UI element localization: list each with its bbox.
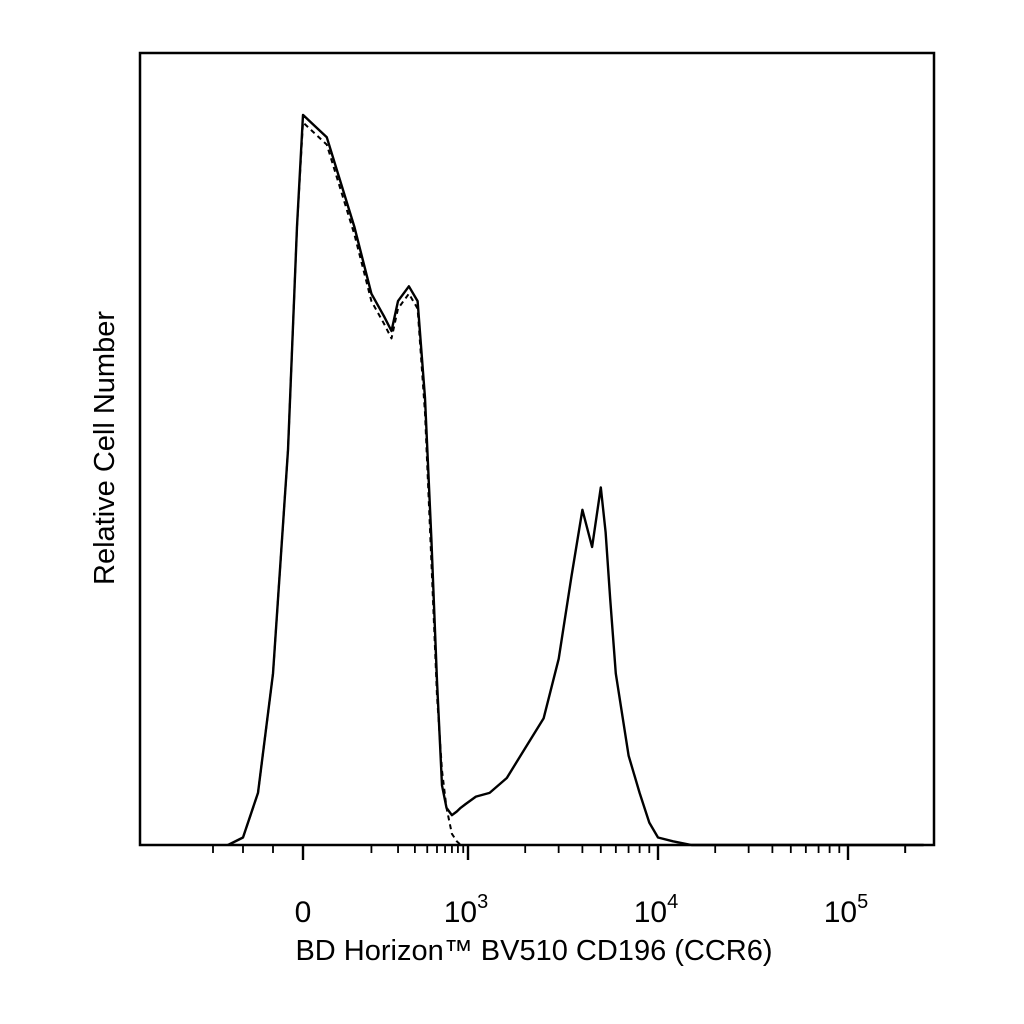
x-axis-tick-labels: 0 103 104 105 bbox=[295, 891, 869, 929]
stained-sample-curve bbox=[227, 113, 924, 847]
y-axis-label: Relative Cell Number bbox=[89, 311, 121, 585]
x-axis-label: BD Horizon™ BV510 CD196 (CCR6) bbox=[295, 935, 772, 967]
isotype-control-curve bbox=[227, 121, 924, 846]
x-tick-label: 105 bbox=[824, 891, 869, 929]
x-tick-label: 103 bbox=[444, 891, 489, 929]
x-tick-label: 104 bbox=[634, 891, 679, 929]
plot-frame bbox=[138, 51, 936, 847]
x-axis-major-ticks bbox=[301, 845, 850, 860]
x-axis-minor-ticks bbox=[212, 845, 907, 853]
x-tick-label: 0 bbox=[295, 896, 312, 929]
histogram-curves bbox=[227, 113, 924, 847]
